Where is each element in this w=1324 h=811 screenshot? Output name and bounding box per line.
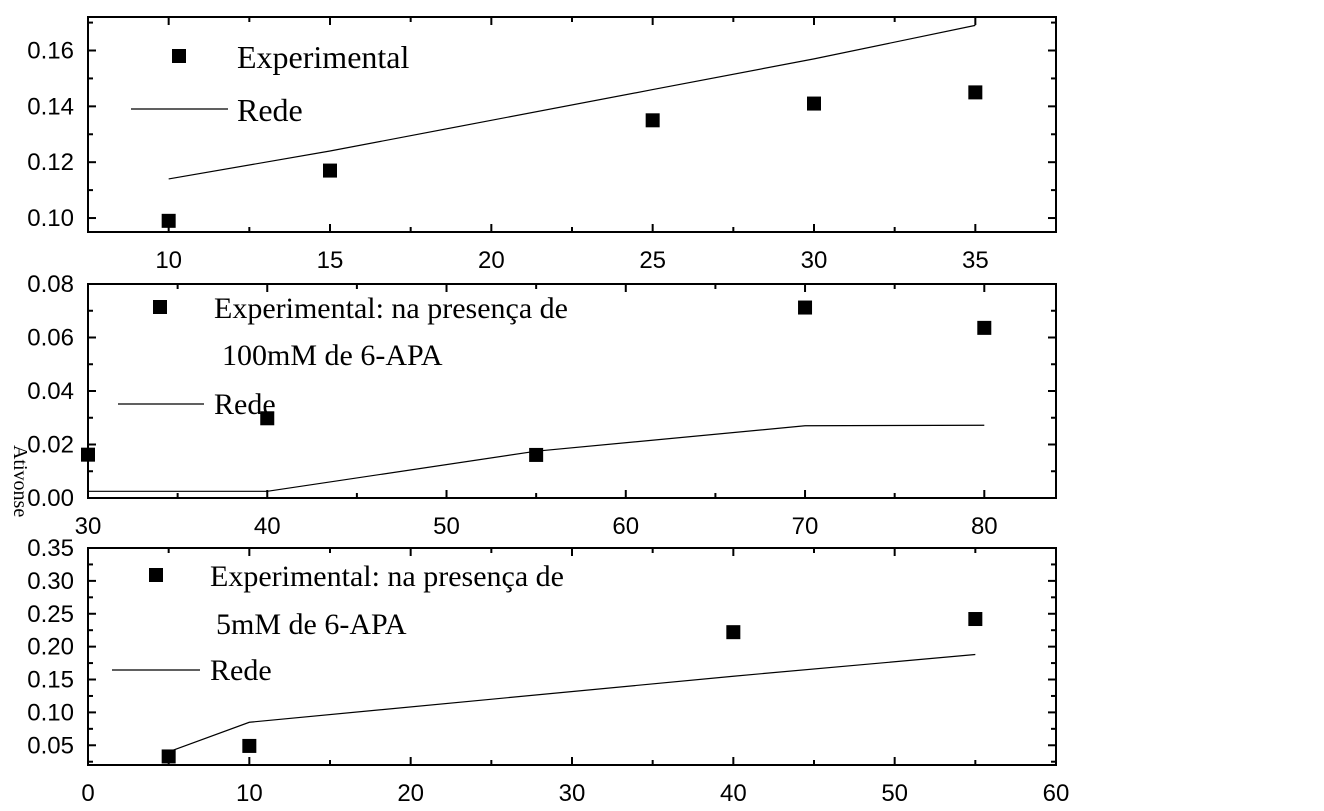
panel-1-experimental-point [807,96,821,111]
panel-2-legend-experimental-label-line2: 100mM de 6-APA [222,339,443,372]
panel-1-rede-line [168,24,976,180]
panel-2-experimental-point [81,447,95,462]
panel-3-x-tick-label: 60 [1043,780,1070,807]
panel-3-experimental-point [968,612,983,627]
panel-1-x-tick-label: 35 [962,247,989,274]
panel-3-y-tick-label: 0.15 [27,667,74,694]
panel-3-y-tick-label: 0.35 [27,535,74,562]
panel-2-y-tick-label: 0.06 [27,325,74,352]
panel-3-y-tick-label: 0.30 [27,568,74,595]
panel-1-legend-marker [172,49,186,63]
panel-2-experimental-point [798,300,813,315]
panel-1-x-tick-label: 30 [801,247,828,274]
panel-3-x-tick-label: 0 [81,780,94,807]
panel-2-legend-marker [153,300,167,314]
panel-3-y-tick-label: 0.05 [27,732,74,759]
panel-2-legend-experimental-label: Experimental: na presença de [214,292,568,325]
panel-1-axis-frame [87,16,1057,233]
panel-3-x-tick-label: 50 [881,780,908,807]
panel-2-legend-rede-label: Rede [214,388,276,421]
panel-2-rede-line [88,424,985,492]
panel-1-experimental-point [968,85,983,100]
panel-3-legend-experimental-label-line2: 5mM de 6-APA [216,608,407,641]
panel-2-experimental-point [977,320,992,335]
panel-2-x-tick-label: 40 [254,513,281,540]
panel-1-x-tick-label: 25 [639,247,666,274]
panel-3-experimental-point [726,625,741,640]
panel-1-x-tick-label: 10 [155,247,182,274]
panel-1-x-tick-label: 20 [478,247,505,274]
panel-3-y-tick-label: 0.20 [27,634,74,661]
panel-1-legend-rede-label: Rede [237,92,303,128]
panel-3-legend-rede-label: Rede [210,654,272,687]
panel-2-x-tick-label: 70 [792,513,819,540]
y-axis-label-fragment: Ativonse [9,445,31,517]
panel-1-y-tick-label: 0.16 [27,38,74,65]
panel-3-y-tick-label: 0.25 [27,601,74,628]
panel-2-x-tick-label: 80 [971,513,998,540]
panel-3-y-tick-label: 0.10 [27,699,74,726]
panel-3-x-tick-label: 10 [236,780,263,807]
panel-3-x-tick-label: 20 [397,780,424,807]
panel-3-experimental-point [161,749,176,764]
panel-2-y-tick-label: 0.02 [27,432,74,459]
panel-3-x-tick-label: 30 [559,780,586,807]
panel-1-experimental-point [161,213,176,228]
panel-3-experimental-point [242,738,257,753]
panel-2-y-tick-label: 0.00 [27,485,74,512]
panel-3-legend-experimental-label: Experimental: na presença de [210,560,564,593]
panel-3-x-tick-label: 40 [720,780,747,807]
panel-3-rede-line [168,653,976,753]
panel-2-x-tick-label: 50 [433,513,460,540]
panel-2-y-tick-label: 0.08 [27,271,74,298]
panel-3-legend-marker [149,568,163,582]
panel-1-y-tick-label: 0.10 [27,205,74,232]
panel-2-x-tick-label: 60 [612,513,639,540]
panel-1-legend-experimental-label: Experimental [237,39,409,75]
panel-1-y-tick-label: 0.12 [27,149,74,176]
panel-1-experimental-point [645,113,660,128]
panel-1-y-tick-label: 0.14 [27,93,74,120]
panel-2-x-tick-label: 30 [75,513,102,540]
panel-2-experimental-point [260,411,275,426]
panel-1-experimental-point [323,163,337,178]
panel-1-x-tick-label: 15 [317,247,344,274]
panel-2-y-tick-label: 0.04 [27,378,74,405]
panel-2-experimental-point [529,447,544,462]
